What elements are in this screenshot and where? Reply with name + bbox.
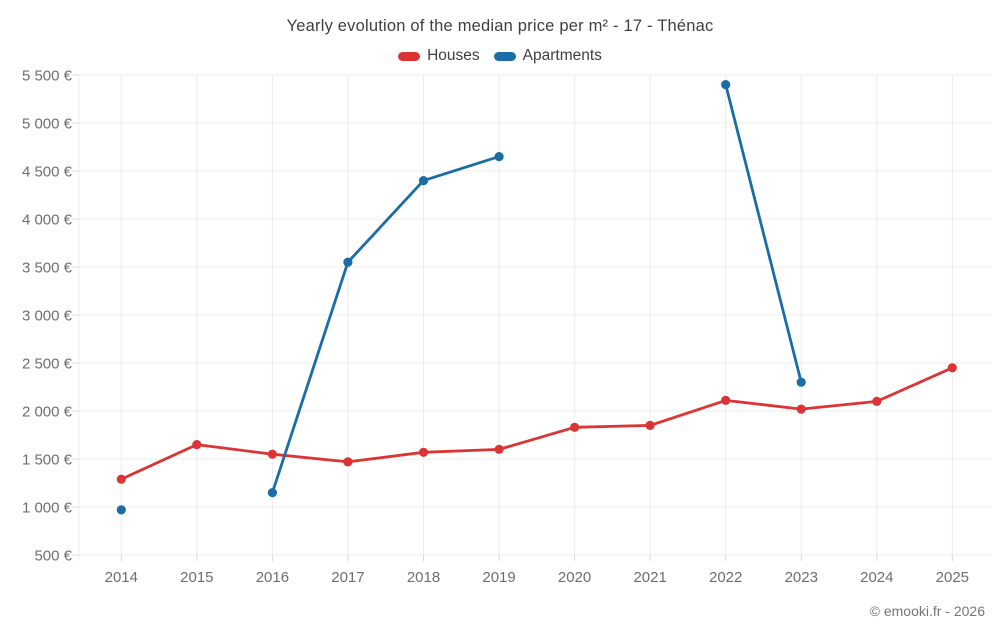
series-line-apartments — [271, 83, 803, 494]
y-axis-tick-label: 3 000 € — [22, 308, 73, 325]
data-point-houses-2021[interactable] — [645, 420, 655, 430]
x-axis-tick-label: 2020 — [558, 569, 591, 586]
x-axis-tick-label: 2016 — [256, 569, 289, 586]
legend-item-houses[interactable]: Houses — [398, 47, 480, 65]
data-point-houses-2018[interactable] — [418, 447, 429, 457]
data-point-houses-2016[interactable] — [267, 449, 277, 459]
data-point-apartments-2016[interactable] — [267, 488, 277, 498]
x-axis-tick-label: 2017 — [331, 569, 364, 586]
y-axis-tick-label: 2 500 € — [22, 356, 73, 373]
y-axis-tick-label: 2 000 € — [22, 404, 73, 421]
y-axis-tick-label: 1 500 € — [22, 452, 73, 469]
y-axis-tick-label: 5 000 € — [22, 116, 73, 133]
data-point-apartments-2017[interactable] — [343, 257, 353, 267]
copyright-text: © emooki.fr - 2026 — [869, 603, 985, 619]
chart-title: Yearly evolution of the median price per… — [286, 17, 714, 35]
x-axis-tick-label: 2021 — [633, 569, 666, 586]
y-axis-tick-label: 4 000 € — [22, 212, 73, 229]
data-point-houses-2023[interactable] — [796, 404, 806, 414]
data-point-houses-2014[interactable] — [116, 474, 126, 484]
data-point-houses-2022[interactable] — [721, 395, 731, 405]
x-axis-tick-label: 2019 — [482, 569, 515, 586]
x-axis-tick-label: 2015 — [180, 569, 213, 586]
data-point-houses-2020[interactable] — [570, 422, 580, 432]
series-line-houses — [119, 366, 954, 481]
houses-legend-label: Houses — [427, 47, 480, 64]
x-axis-tick-label: 2024 — [860, 569, 893, 586]
x-axis-tick-label: 2018 — [407, 569, 440, 586]
apartments-legend-label: Apartments — [522, 47, 602, 64]
apartments-legend-swatch-icon — [493, 51, 516, 61]
data-point-houses-2019[interactable] — [494, 444, 504, 454]
data-point-apartments-2019[interactable] — [494, 152, 504, 162]
y-axis-tick-label: 500 € — [34, 548, 72, 565]
y-axis-tick-label: 1 000 € — [22, 500, 73, 517]
data-point-houses-2024[interactable] — [872, 396, 882, 406]
y-axis-tick-label: 5 500 € — [22, 68, 73, 85]
data-point-apartments-2014[interactable] — [116, 505, 126, 515]
x-axis-tick-label: 2025 — [936, 569, 969, 586]
legend-item-apartments[interactable]: Apartments — [493, 47, 602, 65]
legend: Houses Apartments — [0, 47, 1000, 65]
houses-legend-swatch-icon — [398, 51, 421, 61]
data-point-houses-2025[interactable] — [947, 363, 957, 373]
data-point-apartments-2023[interactable] — [796, 377, 806, 387]
data-point-apartments-2022[interactable] — [721, 80, 731, 90]
y-axis-tick-label: 4 500 € — [22, 164, 73, 181]
y-axis-tick-label: 3 500 € — [22, 260, 73, 277]
data-point-houses-2015[interactable] — [192, 440, 202, 450]
x-axis-tick-label: 2023 — [785, 569, 818, 586]
x-axis-tick-label: 2022 — [709, 569, 742, 586]
data-point-houses-2017[interactable] — [343, 457, 353, 467]
x-axis-tick-label: 2014 — [105, 569, 138, 586]
data-point-apartments-2018[interactable] — [418, 176, 429, 186]
